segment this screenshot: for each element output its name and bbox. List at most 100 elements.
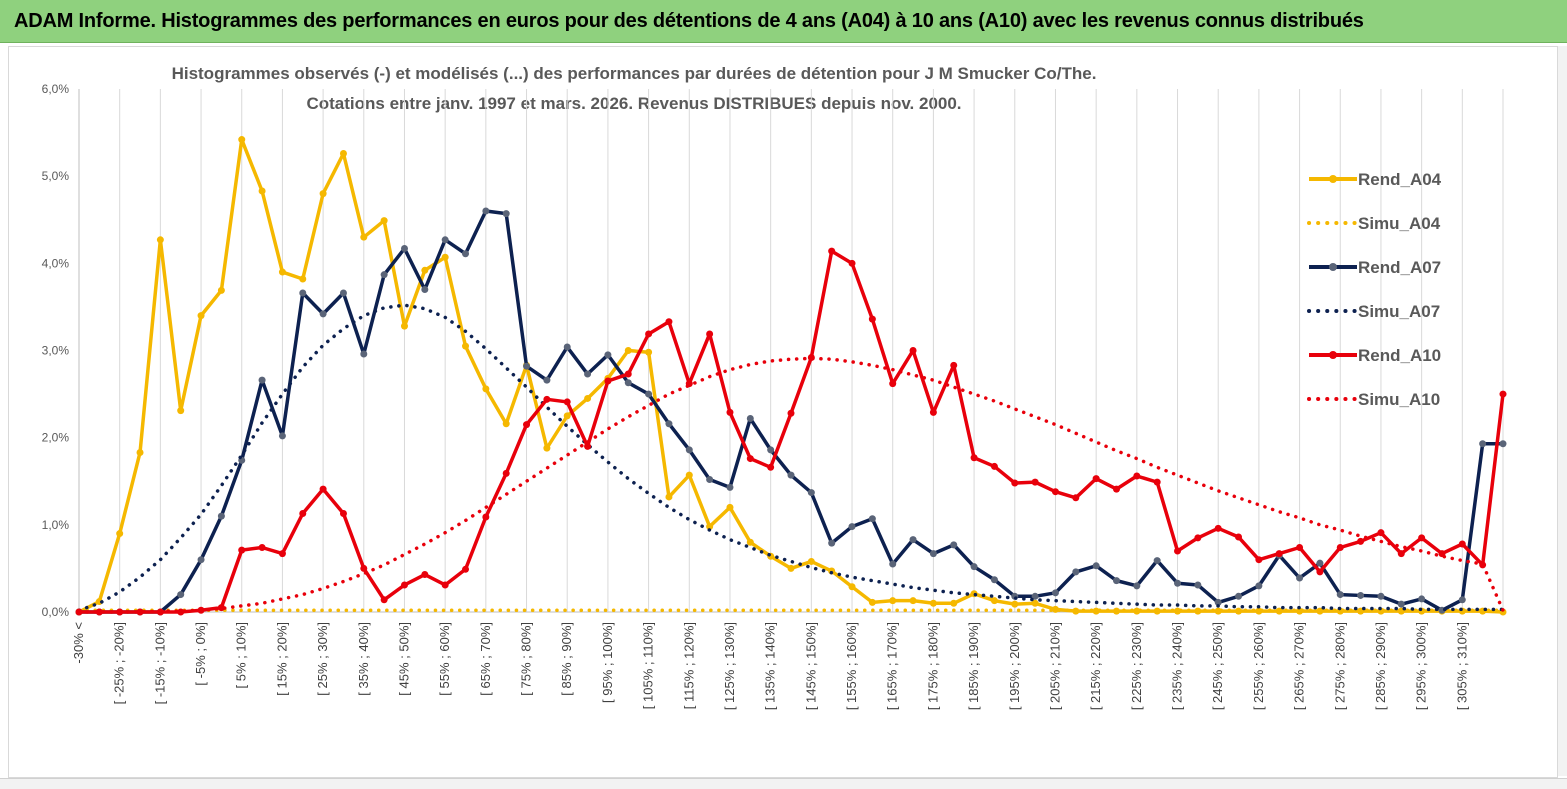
x-tick-label: [ 25% ; 30%] (315, 622, 330, 696)
data-point (543, 376, 551, 384)
data-point (584, 370, 592, 378)
data-point (990, 576, 998, 584)
data-point (1214, 524, 1222, 532)
data-point (1214, 598, 1222, 606)
data-point (360, 233, 368, 241)
data-point (868, 515, 876, 523)
data-point (217, 512, 225, 520)
data-point (339, 150, 347, 158)
data-point (1133, 607, 1141, 615)
data-point (339, 510, 347, 518)
data-point (685, 471, 693, 479)
x-tick-label: [ 135% ; 140%] (763, 622, 778, 710)
data-point (1499, 440, 1507, 448)
data-point (624, 347, 632, 354)
data-point (685, 446, 693, 454)
data-point (848, 583, 856, 591)
data-point (706, 523, 714, 531)
data-point (543, 395, 551, 403)
data-point (1499, 390, 1507, 398)
data-point (319, 190, 327, 198)
chart-title: Histogrammes observés (-) et modélisés (… (172, 64, 1097, 83)
data-point (1235, 592, 1243, 600)
data-point (400, 581, 408, 589)
data-point (1458, 540, 1466, 548)
x-tick-label: [ 75% ; 80%] (519, 622, 534, 696)
data-point (929, 408, 937, 416)
legend: Rend_A04 Simu_A04 Rend_A07 Simu_A07 Rend_A10… (1307, 170, 1442, 409)
legend-item: Simu_A04 (1307, 214, 1441, 233)
data-point (197, 556, 205, 564)
data-point (868, 598, 876, 606)
data-point (889, 597, 897, 605)
data-point (339, 289, 347, 297)
data-point (909, 347, 917, 354)
data-point (1255, 582, 1263, 590)
data-point (1092, 475, 1100, 483)
data-point (1458, 596, 1466, 604)
legend-label: Rend_A04 (1358, 170, 1442, 189)
data-point (1112, 577, 1120, 585)
x-tick-label: [ 185% ; 190%] (966, 622, 981, 710)
data-point (1418, 595, 1426, 603)
x-tick-label: [ 95% ; 100%] (600, 622, 615, 703)
x-tick-label: [ 175% ; 180%] (925, 622, 940, 710)
data-point (238, 546, 246, 554)
data-point (624, 379, 632, 387)
vertical-scrollbar[interactable] (1558, 46, 1567, 776)
chart-area: Histogrammes observés (-) et modélisés (… (8, 46, 1558, 778)
data-point (1316, 559, 1324, 567)
data-point (746, 414, 754, 422)
data-point (462, 342, 470, 350)
data-point (746, 455, 754, 463)
data-point (177, 608, 185, 616)
x-tick-label: [ 115% ; 120%] (681, 622, 696, 709)
data-point (319, 310, 327, 318)
data-point (807, 489, 815, 497)
data-point (828, 539, 836, 547)
legend-label: Simu_A10 (1358, 390, 1440, 409)
data-point (1275, 550, 1283, 558)
vertical-gridlines (78, 89, 1504, 612)
data-point (1336, 543, 1344, 551)
data-point (400, 245, 408, 253)
data-point (726, 408, 734, 416)
data-point (421, 285, 429, 293)
legend-item: Simu_A10 (1307, 390, 1440, 409)
series-layer (75, 136, 1507, 616)
data-point (278, 550, 286, 558)
data-point (604, 351, 612, 359)
data-point (502, 210, 510, 218)
data-point (360, 350, 368, 358)
data-point (584, 442, 592, 450)
data-point (441, 253, 449, 261)
x-tick-label: [ 285% ; 290%] (1373, 622, 1388, 710)
data-point (1133, 472, 1141, 480)
data-point (482, 513, 490, 521)
y-tick-label: 0,0% (42, 605, 70, 619)
data-point (258, 543, 266, 551)
data-point (584, 394, 592, 402)
horizontal-scrollbar[interactable] (0, 778, 1567, 789)
chart-subtitle: Cotations entre janv. 1997 et mars. 2026… (306, 94, 961, 113)
data-point (563, 412, 571, 420)
data-point (1112, 485, 1120, 493)
series-line (77, 303, 1505, 613)
data-point (1153, 478, 1161, 486)
x-tick-label: [ 195% ; 200%] (1007, 622, 1022, 710)
x-tick-label: [ 225% ; 230%] (1129, 622, 1144, 710)
y-tick-label: 2,0% (42, 431, 70, 445)
y-axis: 0,0% 1,0% 2,0% 3,0% 4,0% 5,0% 6,0% (42, 82, 80, 619)
data-point (197, 312, 205, 320)
data-point (380, 596, 388, 604)
series-Rend_A10 (75, 247, 1507, 616)
series-line (79, 249, 1505, 614)
x-tick-label: [ 245% ; 250%] (1210, 622, 1225, 710)
data-point (1296, 543, 1304, 551)
legend-label: Simu_A04 (1358, 214, 1441, 233)
x-tick-label: -30% < (71, 622, 86, 664)
data-point (502, 469, 510, 477)
data-point (746, 538, 754, 546)
y-tick-label: 5,0% (42, 169, 70, 183)
report-banner: ADAM Informe. Histogrammes des performan… (0, 0, 1567, 43)
